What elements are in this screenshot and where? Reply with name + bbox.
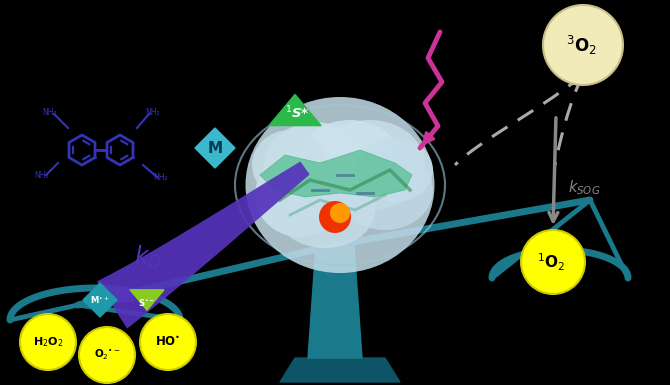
- Ellipse shape: [302, 120, 398, 190]
- Text: HO$^•$: HO$^•$: [155, 335, 181, 349]
- Ellipse shape: [315, 120, 425, 210]
- Text: $^3$O$_2$: $^3$O$_2$: [565, 33, 596, 57]
- Polygon shape: [83, 283, 117, 317]
- Ellipse shape: [337, 150, 433, 230]
- Polygon shape: [308, 245, 362, 358]
- Circle shape: [521, 230, 585, 294]
- Circle shape: [330, 203, 350, 223]
- Text: NH₂: NH₂: [153, 172, 168, 181]
- Text: $k_Q$: $k_Q$: [134, 243, 162, 273]
- Text: M: M: [208, 141, 222, 156]
- Circle shape: [79, 327, 135, 383]
- Circle shape: [319, 201, 351, 233]
- Circle shape: [543, 5, 623, 85]
- Polygon shape: [260, 150, 412, 197]
- Ellipse shape: [255, 153, 345, 237]
- Ellipse shape: [263, 122, 367, 218]
- Text: NH₂: NH₂: [145, 107, 160, 117]
- Text: M$^{•+}$: M$^{•+}$: [90, 294, 110, 306]
- Text: S$^{•-}$: S$^{•-}$: [139, 296, 155, 308]
- Circle shape: [20, 314, 76, 370]
- Text: $^1$O$_2$: $^1$O$_2$: [537, 251, 565, 273]
- Ellipse shape: [252, 130, 328, 200]
- Ellipse shape: [357, 138, 433, 202]
- Polygon shape: [97, 162, 310, 328]
- Ellipse shape: [245, 97, 435, 273]
- Text: $k_{SOG}$: $k_{SOG}$: [568, 179, 600, 198]
- Ellipse shape: [275, 172, 375, 248]
- Text: NH₂: NH₂: [35, 171, 50, 179]
- Text: NH₂: NH₂: [43, 107, 58, 117]
- Text: H$_2$O$_2$: H$_2$O$_2$: [33, 335, 63, 349]
- Polygon shape: [195, 128, 235, 168]
- Polygon shape: [280, 358, 400, 382]
- Polygon shape: [269, 94, 321, 126]
- Text: O$_2$$^{•-}$: O$_2$$^{•-}$: [94, 348, 121, 362]
- Circle shape: [140, 314, 196, 370]
- Text: $^1$S*: $^1$S*: [285, 105, 310, 121]
- Polygon shape: [130, 290, 164, 310]
